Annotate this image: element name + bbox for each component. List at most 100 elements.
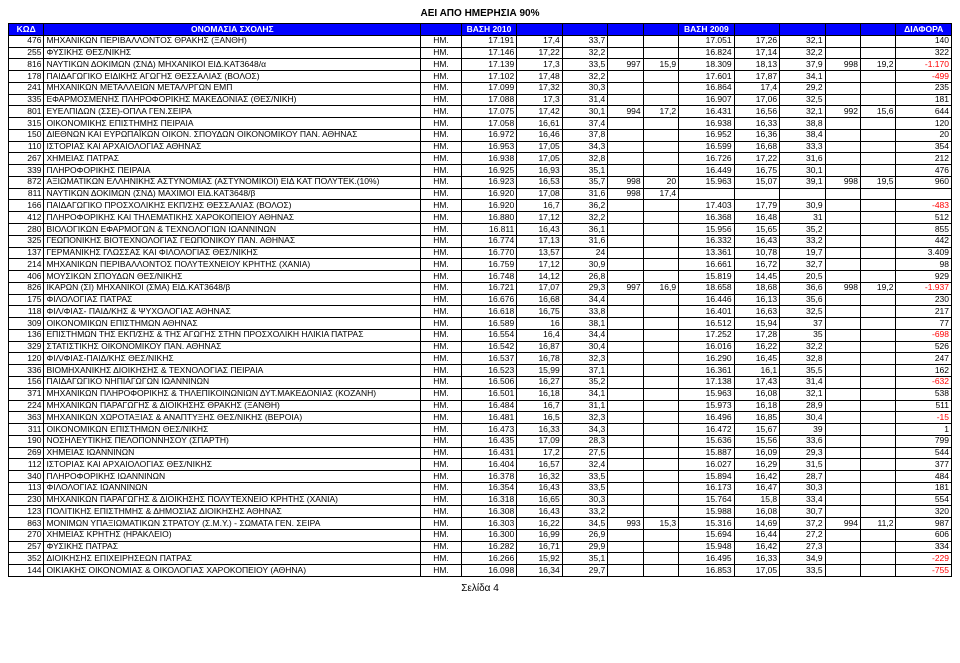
table-cell: 16,87	[517, 341, 562, 353]
table-cell: 354	[896, 141, 952, 153]
table-cell	[825, 306, 860, 318]
table-cell: 18.658	[679, 282, 735, 294]
table-cell: 36,1	[562, 224, 607, 236]
table-cell: 35,6	[780, 294, 825, 306]
table-row: 801ΕΥΕΛΠΙΔΩΝ (ΣΣΕ)-ΟΠΛΑ ΓΕΝ.ΣΕΙΡΑΗΜ.17.0…	[9, 106, 952, 118]
table-cell: 33,5	[780, 565, 825, 577]
table-row: 166ΠΑΙΔΑΓΩΓΙΚΟ ΠΡΟΣΧΟΛΙΚΗΣ ΕΚΠ/ΣΗΣ ΘΕΣΣΑ…	[9, 200, 952, 212]
table-cell: 16.920	[461, 188, 517, 200]
table-cell: 30,3	[562, 82, 607, 94]
table-cell: 255	[9, 47, 44, 59]
table-cell: 340	[9, 471, 44, 483]
table-cell: 98	[896, 259, 952, 271]
table-cell	[643, 306, 678, 318]
table-cell: 16,42	[734, 471, 779, 483]
table-cell: -499	[896, 71, 952, 83]
table-cell: 34,4	[562, 294, 607, 306]
table-cell	[825, 341, 860, 353]
table-cell	[825, 471, 860, 483]
table-cell: ΗΜ.	[421, 235, 461, 247]
table-cell: 16,61	[517, 118, 562, 130]
table-row: 270ΧΗΜΕΙΑΣ ΚΡΗΤΗΣ (ΗΡΑΚΛΕΙΟ)ΗΜ.16.30016,…	[9, 529, 952, 541]
table-cell: 16	[517, 318, 562, 330]
table-cell: ΙΚΑΡΩΝ (ΣΙ) ΜΗΧΑΝΙΚΟΙ (ΣΜΑ) ΕΙΔ.ΚΑΤ3648/…	[44, 282, 421, 294]
table-cell	[861, 541, 896, 553]
table-cell: 30,3	[780, 482, 825, 494]
table-cell	[608, 118, 643, 130]
table-cell: 30,4	[780, 412, 825, 424]
table-cell: 16,43	[734, 235, 779, 247]
table-cell: 17.191	[461, 35, 517, 47]
table-cell	[825, 235, 860, 247]
table-cell: 15,3	[643, 518, 678, 530]
table-cell: 16,09	[734, 447, 779, 459]
table-cell: 15.948	[679, 541, 735, 553]
table-cell	[643, 447, 678, 459]
table-cell: 15.894	[679, 471, 735, 483]
table-cell: 1	[896, 424, 952, 436]
table-cell	[825, 494, 860, 506]
table-cell	[608, 353, 643, 365]
table-cell: ΗΜ.	[421, 271, 461, 283]
table-cell: 320	[896, 506, 952, 518]
table-cell	[734, 188, 779, 200]
table-cell: ΝΟΣΗΛΕΥΤΙΚΗΣ ΠΕΛΟΠΟΝΝΗΣΟΥ (ΣΠΑΡΤΗ)	[44, 435, 421, 447]
table-header-cell	[825, 24, 860, 36]
table-cell: 16,45	[734, 353, 779, 365]
table-cell: 16.027	[679, 459, 735, 471]
table-cell: ΓΕΡΜΑΝΙΚΗΣ ΓΛΩΣΣΑΣ ΚΑΙ ΦΙΛΟΛΟΓΙΑΣ ΘΕΣ/ΝΙ…	[44, 247, 421, 259]
table-cell: 150	[9, 129, 44, 141]
table-cell: 16.774	[461, 235, 517, 247]
table-cell	[643, 529, 678, 541]
table-cell: 16,18	[734, 400, 779, 412]
table-cell: 32,2	[780, 47, 825, 59]
table-cell: 35,2	[780, 224, 825, 236]
table-cell	[608, 271, 643, 283]
table-cell	[825, 294, 860, 306]
table-cell: 16,53	[517, 176, 562, 188]
table-cell: 38,1	[562, 318, 607, 330]
table-cell	[643, 82, 678, 94]
table-cell	[643, 494, 678, 506]
table-cell: -229	[896, 553, 952, 565]
table-cell: 35	[780, 329, 825, 341]
table-cell	[861, 247, 896, 259]
table-cell	[825, 318, 860, 330]
table-cell: 15,6	[861, 106, 896, 118]
table-cell	[861, 353, 896, 365]
table-cell: 20,5	[780, 271, 825, 283]
table-cell: 32,4	[562, 459, 607, 471]
table-cell: 269	[9, 447, 44, 459]
table-cell: 15.963	[679, 176, 735, 188]
table-cell: 16,7	[517, 200, 562, 212]
table-cell: 32,8	[562, 153, 607, 165]
table-cell: 17,87	[734, 71, 779, 83]
table-cell: ΦΙΛΟΛΟΓΙΑΣ ΙΩΑΝΝΙΝΩΝ	[44, 482, 421, 494]
table-cell: 363	[9, 412, 44, 424]
table-cell: ΟΙΚΟΝΟΜΙΚΩΝ ΕΠΙΣΤΗΜΩΝ ΘΕΣ/ΝΙΚΗΣ	[44, 424, 421, 436]
table-cell: ΣΤΑΤΙΣΤΙΚΗΣ ΟΙΚΟΝΟΜΙΚΟΥ ΠΑΝ. ΑΘΗΝΑΣ	[44, 341, 421, 353]
table-cell: 35,1	[562, 553, 607, 565]
table-cell	[861, 482, 896, 494]
table-cell: 13.361	[679, 247, 735, 259]
table-cell	[608, 82, 643, 94]
table-cell: ΗΜ.	[421, 459, 461, 471]
table-cell: 16.938	[679, 118, 735, 130]
table-cell	[608, 388, 643, 400]
table-cell: 37	[780, 318, 825, 330]
table-cell: 998	[825, 59, 860, 71]
table-cell: 15,8	[734, 494, 779, 506]
table-cell: 30,4	[562, 341, 607, 353]
table-cell	[643, 412, 678, 424]
table-cell: ΗΜ.	[421, 141, 461, 153]
table-cell: 33,7	[562, 35, 607, 47]
table-cell: ΗΜ.	[421, 153, 461, 165]
table-cell	[643, 200, 678, 212]
table-row: 325ΓΕΩΠΟΝΙΚΗΣ ΒΙΟΤΕΧΝΟΛΟΓΙΑΣ ΓΕΩΠΟΝΙΚΟΥ …	[9, 235, 952, 247]
table-cell: 16,5	[517, 412, 562, 424]
table-header-cell: ΒΑΣΗ 2010	[461, 24, 517, 36]
table-row: 120ΦΙΛ/ΦΙΑΣ-ΠΑΙΔ/ΚΗΣ ΘΕΣ/ΝΙΚΗΣΗΜ.16.5371…	[9, 353, 952, 365]
table-cell: 31,6	[562, 188, 607, 200]
table-cell	[643, 353, 678, 365]
table-cell: 406	[9, 271, 44, 283]
